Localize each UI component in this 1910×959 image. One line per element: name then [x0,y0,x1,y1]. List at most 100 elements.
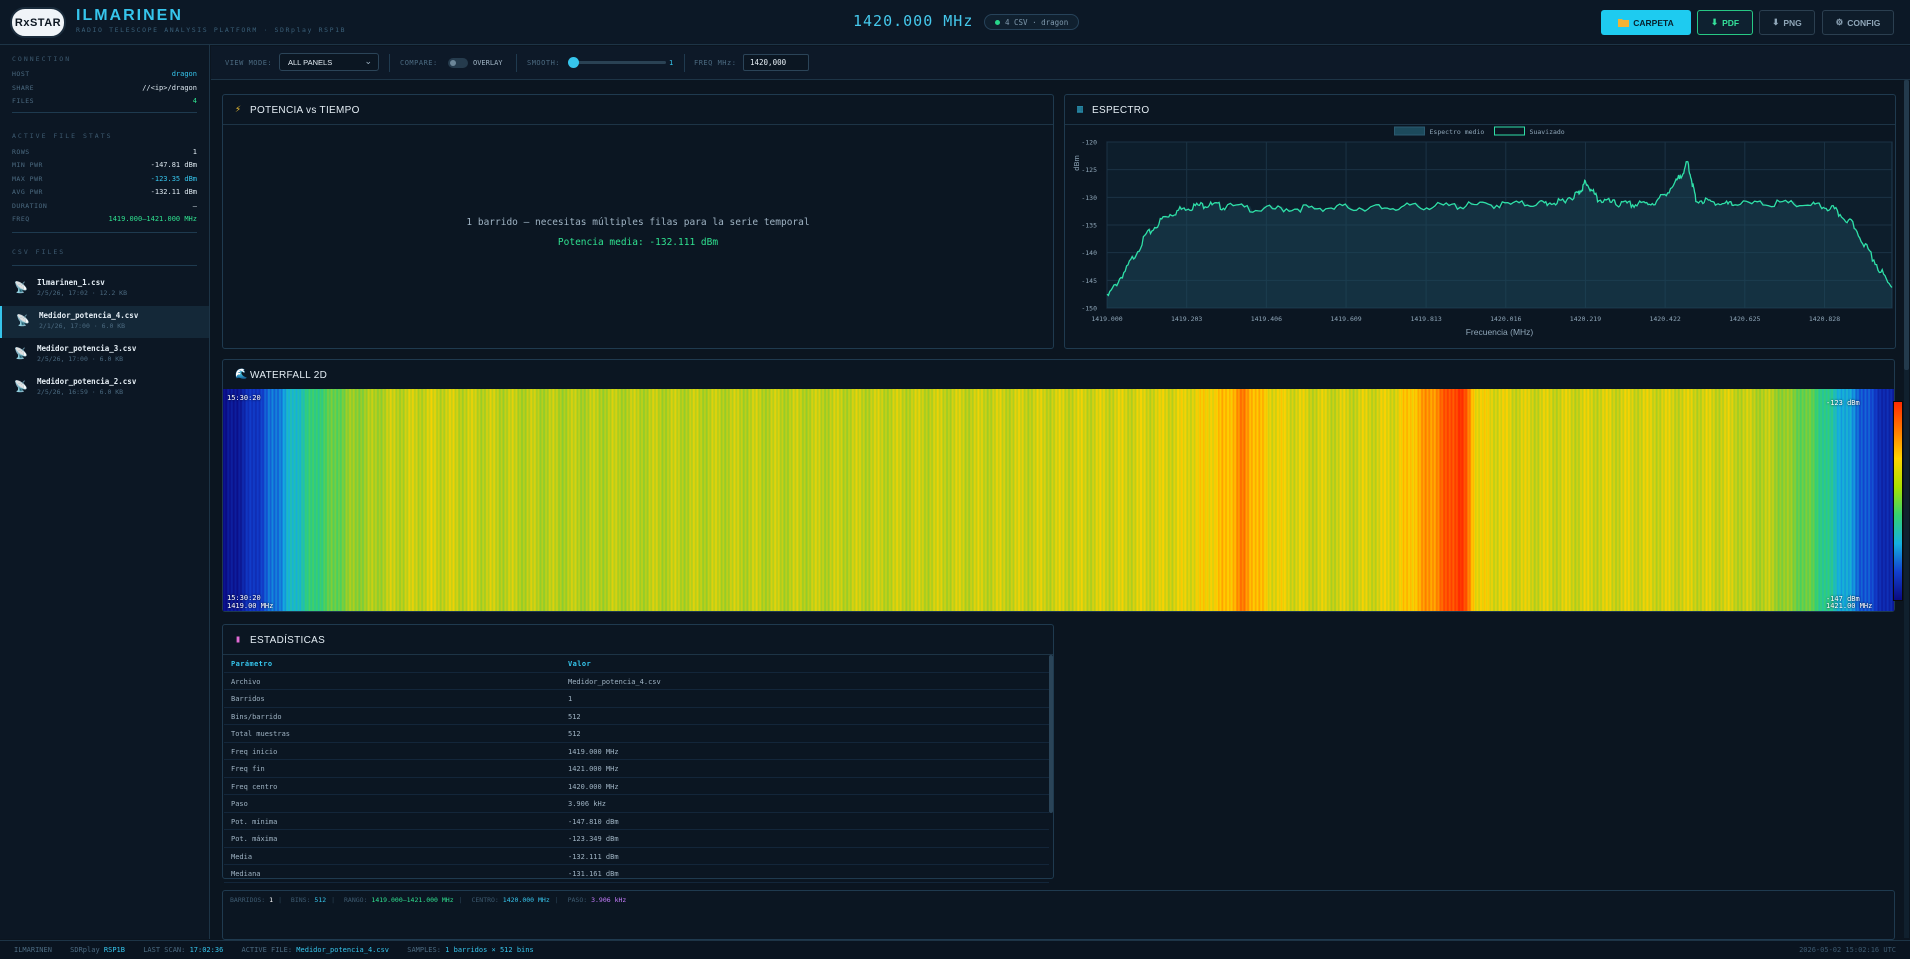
table-row: Paso 3.906 kHz [224,795,1049,813]
stat-label: MIN PWR [12,161,43,169]
app-subtitle: RADIO TELESCOPE ANALYSIS PLATFORM · SDRp… [76,26,347,34]
spectrum-chart[interactable]: -120 -125 -130 -135 -140 -145 -150 1419.000 1419… [1065,126,1895,349]
pdf-export-button[interactable]: ⬇ PDF [1697,10,1753,35]
download-icon: ⬇ [1710,17,1719,27]
x-axis-label: Frecuencia (MHz) [1466,327,1534,337]
center-frequency-display: 1420.000 MHz [853,12,974,30]
connection-status-pill: 4 CSV · dragon [984,14,1080,30]
table-header: Valor [568,660,592,668]
value-cell: 3.906 kHz [568,800,606,808]
stat-row-min-pwr: MIN PWR -147.81 dBm [12,161,197,173]
satellite-dish-icon: 📡 [14,347,28,360]
csv-file-item[interactable]: 📡 Ilmarinen_1.csv 2/5/26, 17:02 · 12.2 K… [0,273,209,305]
barridos-value: 1 [269,896,274,904]
table-row: Freq inicio 1419.000 MHz [224,743,1049,760]
status-dot-icon [995,19,1000,25]
satellite-dish-icon: 📡 [16,314,30,327]
panel-title: ESTADÍSTICAS [250,635,326,646]
stat-row-duration: DURATION — [12,202,197,214]
csv-file-name: Medidor_potencia_3.csv [37,344,137,353]
centro-value: 1420.000 MHz [502,896,550,904]
y-tick-label: -125 [1081,166,1097,174]
waterfall-colorbar [1893,401,1903,601]
gear-icon: ⚙ [1835,17,1844,27]
carpeta-button[interactable]: CARPETA [1601,10,1691,35]
csv-files-section-title: CSV FILES [12,248,66,256]
y-tick-label: -135 [1081,222,1097,230]
x-tick-label: 1420.625 [1729,315,1760,323]
value-cell: -147.810 dBm [568,817,619,826]
panel-header: ⚡ POTENCIA vs TIEMPO [223,95,1053,125]
table-row: Total muestras 512 [224,725,1049,743]
legend-swatch [1394,126,1425,136]
table-row: Mediana -131.161 dBm [224,865,1049,883]
divider [12,265,197,266]
host-label: HOST [12,70,30,78]
folder-icon [1618,19,1630,27]
carpeta-button-label: CARPETA [1633,17,1674,28]
x-tick-label: 1419.203 [1171,315,1202,323]
status-samples-label: SAMPLES: [407,946,441,954]
status-samples-value: 1 barridos × 512 bins [445,946,534,954]
page-scrollbar-thumb[interactable] [1904,80,1909,370]
csv-file-name: Medidor_potencia_4.csv [39,311,139,320]
y-tick-label: -145 [1081,277,1097,285]
status-last-scan-value: 17:02:36 [189,946,224,954]
csv-file-item[interactable]: 📡 Medidor_potencia_3.csv 2/5/26, 17:00 ·… [0,339,209,371]
logo-text: RxSTAR [14,16,62,29]
value-cell: -123.349 dBm [568,835,619,843]
smooth-slider-track[interactable] [571,61,666,64]
value-cell: 1421.000 MHz [568,765,619,773]
stat-value: -123.35 dBm [150,175,197,183]
waterfall-canvas[interactable] [223,389,1894,611]
centro-label: CENTRO: [471,896,499,904]
csv-file-item-active[interactable]: 📡 Medidor_potencia_4.csv 2/1/26, 17:00 ·… [0,306,209,338]
smooth-label: SMOOTH: [527,59,561,67]
satellite-dish-icon: 📡 [14,281,28,294]
legend-label: Espectro medio [1430,128,1485,136]
param-cell: Paso [231,800,248,808]
panel-title: WATERFALL 2D [250,370,328,381]
y-axis-label: dBm [1072,155,1081,170]
stats-scrollbar[interactable] [1049,655,1053,813]
panel-header: ▮ ESTADÍSTICAS [223,625,1053,655]
config-button[interactable]: ⚙ CONFIG [1822,10,1894,35]
table-row: Barridos 1 [224,690,1049,708]
x-tick-label: 1420.828 [1809,315,1840,323]
waterfall-freq-right: 1421.00 MHz [1826,602,1873,610]
x-tick-label: 1419.813 [1410,315,1441,323]
rango-value: 1419.000–1421.000 MHz [371,896,454,904]
rango-label: RANGO: [344,896,368,904]
host-row: HOST dragon [12,70,197,82]
bins-value: 512 [314,896,327,904]
stat-row-rows: ROWS 1 [12,148,197,160]
overlay-toggle[interactable] [448,58,468,68]
y-tick-label: -140 [1081,249,1097,257]
toolbar-separator [389,54,390,72]
x-tick-label: 1419.000 [1091,315,1122,323]
power-average: Potencia media: -132.111 dBm [557,237,719,248]
freq-input[interactable]: 1420,000 [743,54,809,71]
view-mode-select[interactable]: ALL PANELS ⌄ [279,53,379,71]
waterfall-scale-bottom: -147 dBm [1826,595,1860,603]
sweep-info-bar: BARRIDOS: 1 | BINS: 512 | RANGO: 1419.000–… [222,890,1895,940]
param-cell: Barridos [231,695,265,703]
table-header: Parámetro [231,660,273,668]
host-value: dragon [171,70,197,78]
status-device-label: SDRplay [70,946,100,954]
spectrum-panel: ▥ ESPECTRO -120 -125 -130 -135 -140 -145 -150 1… [1064,94,1896,349]
smooth-slider-thumb[interactable] [568,57,579,68]
bar-chart-icon: ▮ [235,634,242,645]
status-active-file-value: Medidor_potencia_4.csv [296,946,390,954]
csv-file-item[interactable]: 📡 Medidor_potencia_2.csv 2/5/26, 16:59 ·… [0,372,209,404]
page-scrollbar[interactable] [1904,80,1909,938]
paso-label: PASO: [567,896,588,904]
table-row: Media -132.111 dBm [224,848,1049,865]
png-export-button[interactable]: ⬇ PNG [1759,10,1815,35]
smooth-value: 1 [669,59,674,67]
csv-file-meta: 2/5/26, 17:02 · 12.2 KB [37,289,128,297]
value-cell: 1 [568,695,573,703]
stat-value: 1 [192,148,197,156]
y-tick-label: -120 [1081,139,1097,147]
compare-label: COMPARE: [400,59,438,67]
